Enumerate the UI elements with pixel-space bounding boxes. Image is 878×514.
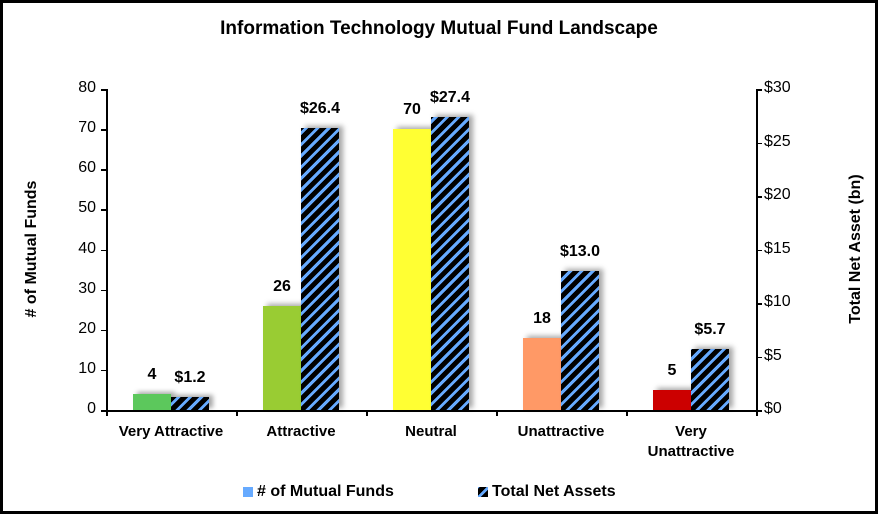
y-tick-label-left: 40 xyxy=(78,239,96,257)
y-tick-label-right: $10 xyxy=(764,293,791,310)
bar-net-assets xyxy=(431,116,469,410)
x-tick-label: Very Attractive xyxy=(118,423,224,440)
x-tick-label: Unattractive xyxy=(517,423,605,440)
legend-label-funds: # of Mutual Funds xyxy=(257,483,394,500)
data-label-assets: $1.2 xyxy=(174,369,206,387)
legend-label-assets: Total Net Assets xyxy=(492,483,616,500)
y-tick-label-left: 80 xyxy=(78,79,96,96)
x-tick xyxy=(106,410,108,416)
y-tick-left xyxy=(101,209,106,211)
x-tick-label: Neutral xyxy=(405,423,457,440)
x-tick xyxy=(756,410,758,416)
bar-net-assets xyxy=(691,349,729,410)
bar-mutual-funds xyxy=(133,393,171,410)
y-tick-label-left: 20 xyxy=(78,319,96,337)
y-tick-label-right: $15 xyxy=(764,239,791,257)
y-tick-left xyxy=(101,169,106,171)
bar-mutual-funds xyxy=(523,337,561,410)
y-tick-left xyxy=(101,289,106,292)
bar-mutual-funds xyxy=(393,129,431,410)
data-label-funds: 70 xyxy=(403,101,421,119)
x-tick xyxy=(626,410,628,416)
y-tick-label-right: $5 xyxy=(764,346,782,364)
y-tick-label-left: 30 xyxy=(78,279,96,297)
x-tick-label: Very Unattractive xyxy=(647,423,735,460)
bar-net-assets xyxy=(301,127,339,410)
data-label-assets: $27.4 xyxy=(429,88,471,106)
bar-mutual-funds xyxy=(263,305,301,410)
data-label-funds: 26 xyxy=(273,277,291,295)
y-tick-label-right: $25 xyxy=(764,132,791,150)
y-tick-left xyxy=(101,249,106,251)
data-label-funds: 4 xyxy=(147,365,157,383)
y-tick-right xyxy=(756,89,762,91)
y-tick-label-left: 50 xyxy=(78,199,96,217)
y-tick-left xyxy=(101,329,106,332)
y-tick-label-left: 60 xyxy=(78,159,96,177)
y-axis-label-left: # of Mutual Funds xyxy=(23,180,40,318)
legend-swatch-assets xyxy=(478,487,488,497)
y-tick-label-left: 70 xyxy=(78,119,96,137)
y-tick-left xyxy=(101,129,106,131)
x-axis xyxy=(106,410,758,412)
y-tick-label-right: $20 xyxy=(764,186,791,203)
y-tick-right xyxy=(756,356,762,358)
y-tick-left xyxy=(101,369,106,372)
bar-net-assets xyxy=(171,397,209,410)
y-tick-label-right: $30 xyxy=(764,79,791,96)
y-tick-right xyxy=(756,249,762,251)
data-label-assets: $26.4 xyxy=(299,99,341,117)
y-tick-label-right: $0 xyxy=(764,400,782,417)
chart-title: Information Technology Mutual Fund Lands… xyxy=(220,18,658,39)
x-tick xyxy=(366,410,368,416)
data-label-funds: 5 xyxy=(667,361,677,379)
y-tick-right xyxy=(756,142,762,144)
y-tick-left xyxy=(101,410,106,412)
legend-swatch-funds xyxy=(243,487,253,497)
bar-mutual-funds xyxy=(653,389,691,410)
data-label-assets: $5.7 xyxy=(694,321,726,338)
y-tick-label-left: 0 xyxy=(87,400,96,417)
y-axis-left xyxy=(106,89,108,411)
y-tick-left xyxy=(101,89,106,91)
y-tick-label-left: 10 xyxy=(78,359,96,377)
bar-net-assets xyxy=(561,270,599,410)
x-tick-label: Attractive xyxy=(266,423,336,440)
x-tick xyxy=(496,410,498,416)
x-tick xyxy=(236,410,238,416)
data-label-funds: 18 xyxy=(533,309,551,327)
y-tick-right xyxy=(756,196,762,198)
y-tick-right xyxy=(756,303,762,305)
legend-item-assets: Total Net Assets xyxy=(478,483,616,501)
y-tick-right xyxy=(756,410,762,412)
y-axis-label-right: Total Net Asset (bn) xyxy=(847,174,864,324)
data-label-assets: $13.0 xyxy=(559,242,601,260)
legend-item-funds: # of Mutual Funds xyxy=(243,483,394,501)
